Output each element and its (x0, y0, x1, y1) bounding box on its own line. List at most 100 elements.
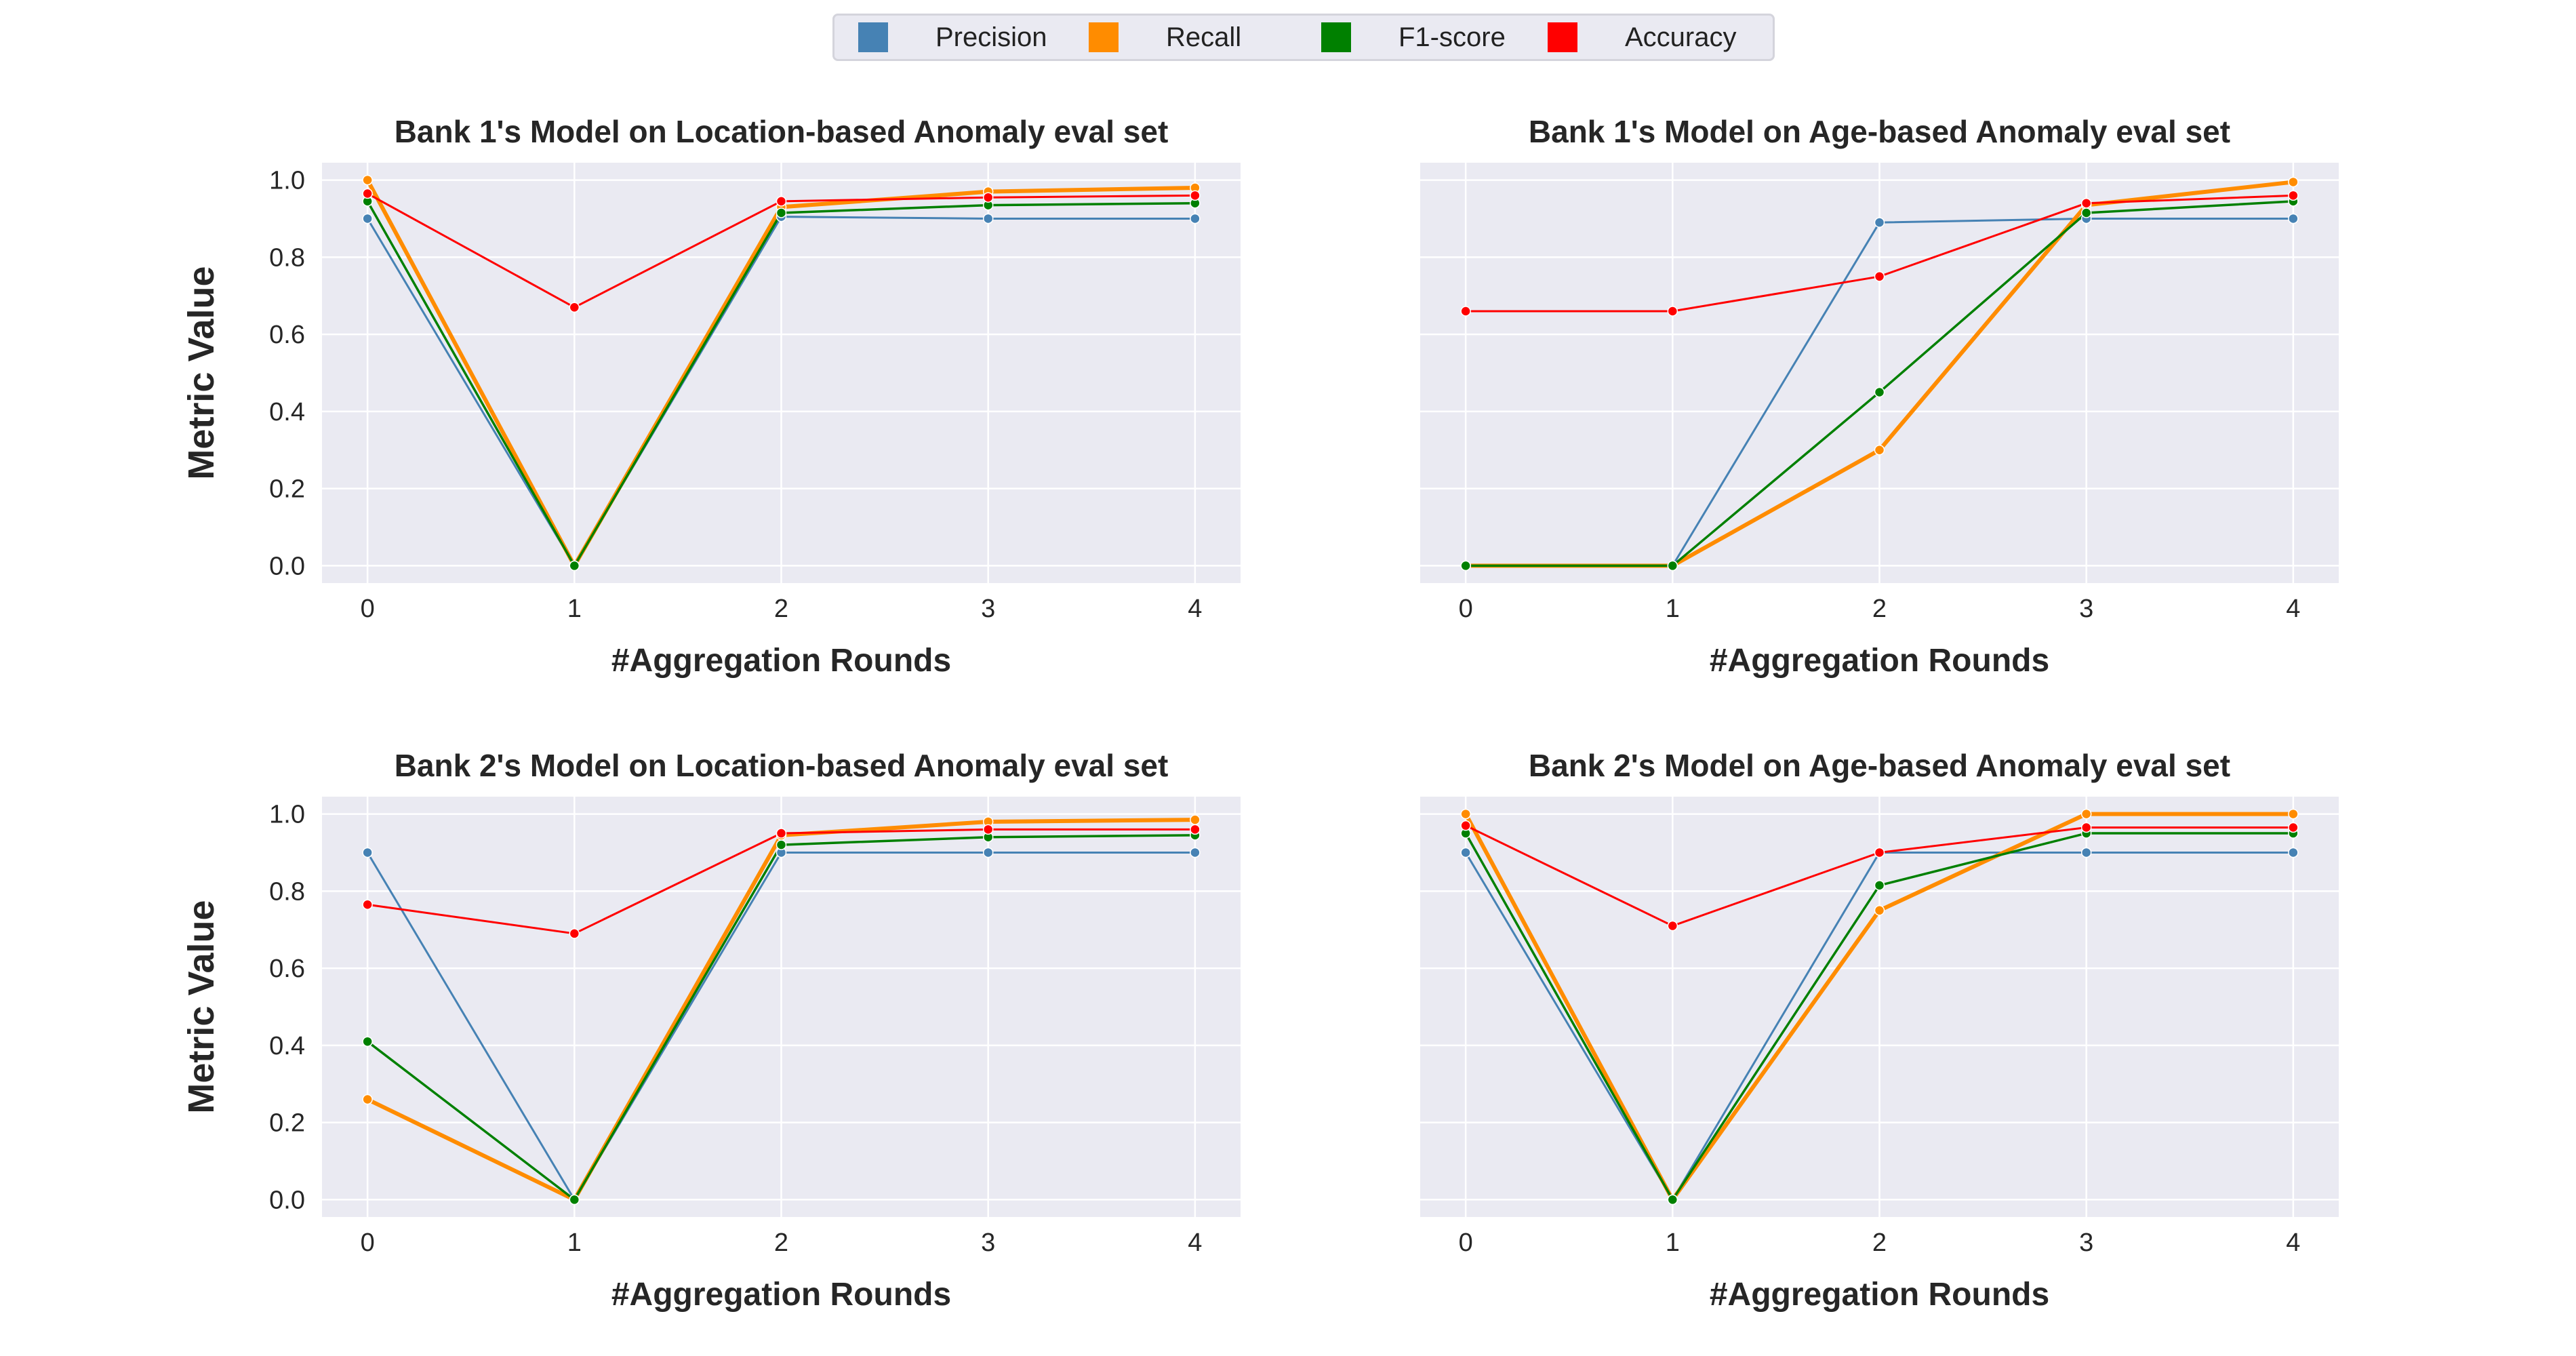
chart-title: Bank 1's Model on Age-based Anomaly eval… (1529, 114, 2230, 149)
legend-label-precision: Precision (935, 22, 1047, 52)
data-point-precision (982, 847, 994, 858)
data-point-precision (2080, 847, 2092, 858)
y-axis-label: Metric Value (181, 900, 222, 1113)
data-point-f1-score (1667, 1194, 1678, 1205)
data-point-precision (982, 213, 994, 224)
y-tick-label: 0.4 (269, 398, 305, 426)
x-tick-label: 0 (361, 595, 375, 623)
data-point-accuracy (1667, 920, 1678, 932)
legend-item-precision: Precision (858, 16, 1047, 59)
data-point-accuracy (982, 192, 994, 203)
data-point-precision (2288, 213, 2299, 224)
x-axis-label: #Aggregation Rounds (1710, 643, 2049, 679)
data-point-accuracy (362, 188, 373, 199)
chart-panel-1: 0 1 2 3 4 0.0 0.2 0.4 0.6 0.8 1.0 Bank 1's Model on… (181, 114, 1241, 679)
y-axis-label: Metric Value (181, 266, 222, 479)
y-tick-label: 0.2 (269, 475, 305, 504)
data-point-recall (1874, 905, 1885, 916)
y-tick-label: 0.0 (269, 1186, 305, 1214)
x-tick-label: 1 (1666, 1229, 1680, 1257)
data-point-f1-score (1874, 880, 1885, 891)
data-point-precision (1874, 217, 1885, 228)
legend-label-accuracy: Accuracy (1625, 22, 1737, 52)
data-point-recall (1874, 445, 1885, 456)
data-point-accuracy (776, 196, 787, 207)
x-tick-label: 3 (2079, 595, 2093, 623)
legend-item-accuracy: Accuracy (1548, 16, 1737, 59)
data-point-accuracy (2080, 822, 2092, 833)
y-tick-label: 1.0 (269, 801, 305, 829)
data-point-recall (1460, 808, 1471, 820)
data-point-accuracy (1667, 306, 1678, 317)
legend-swatch-accuracy (1548, 22, 1577, 52)
x-tick-label: 1 (567, 1229, 582, 1257)
data-point-accuracy (2288, 190, 2299, 201)
x-axis-label: #Aggregation Rounds (611, 643, 951, 679)
data-point-accuracy (1874, 847, 1885, 858)
x-axis-label: #Aggregation Rounds (611, 1277, 951, 1313)
x-tick-label: 2 (774, 595, 788, 623)
x-axis-label: #Aggregation Rounds (1710, 1277, 2049, 1313)
data-point-recall (2288, 176, 2299, 188)
data-point-accuracy (569, 928, 580, 939)
x-tick-label: 3 (981, 595, 995, 623)
x-tick-label: 4 (2286, 595, 2300, 623)
y-tick-label: 0.4 (269, 1032, 305, 1060)
data-point-precision (362, 847, 373, 858)
x-tick-label: 2 (774, 1229, 788, 1257)
data-point-recall (362, 174, 373, 186)
data-point-f1-score (1460, 560, 1471, 572)
y-tick-label: 1.0 (269, 167, 305, 195)
data-point-f1-score (1667, 560, 1678, 572)
legend-item-recall: Recall (1089, 16, 1241, 59)
x-tick-label: 0 (1459, 595, 1473, 623)
y-tick-label: 0.8 (269, 243, 305, 272)
x-tick-label: 2 (1872, 1229, 1887, 1257)
data-point-precision (1190, 213, 1201, 224)
x-tick-label: 2 (1872, 595, 1887, 623)
chart-title: Bank 1's Model on Location-based Anomaly… (395, 114, 1169, 149)
data-point-accuracy (569, 302, 580, 313)
data-point-precision (2288, 847, 2299, 858)
data-point-f1-score (1874, 386, 1885, 398)
y-tick-label: 0.2 (269, 1109, 305, 1138)
data-point-accuracy (1874, 271, 1885, 282)
x-tick-label: 3 (981, 1229, 995, 1257)
data-point-f1-score (776, 839, 787, 850)
legend: Precision Recall F1-score Accuracy (832, 14, 1775, 61)
chart-panel-2: 0 1 2 3 4 Bank 1's Model on Age-based Anomaly… (1420, 114, 2339, 679)
x-tick-label: 3 (2079, 1229, 2093, 1257)
data-point-accuracy (362, 899, 373, 911)
x-tick-label: 4 (2286, 1229, 2300, 1257)
legend-label-f1-score: F1-score (1398, 22, 1506, 52)
x-tick-label: 0 (1459, 1229, 1473, 1257)
data-point-accuracy (2080, 197, 2092, 209)
data-point-accuracy (1460, 306, 1471, 317)
data-point-precision (362, 213, 373, 224)
x-tick-label: 1 (567, 595, 582, 623)
y-tick-label: 0.6 (269, 321, 305, 349)
data-point-recall (2080, 808, 2092, 820)
data-point-accuracy (982, 824, 994, 835)
data-point-accuracy (2288, 822, 2299, 833)
x-tick-label: 4 (1188, 1229, 1202, 1257)
data-point-accuracy (776, 828, 787, 839)
data-point-f1-score (569, 560, 580, 572)
y-tick-label: 0.0 (269, 552, 305, 580)
chart-title: Bank 2's Model on Age-based Anomaly eval… (1529, 748, 2230, 783)
chart-panel-3: 0 1 2 3 4 0.0 0.2 0.4 0.6 0.8 1.0 Bank 2's Model on… (181, 748, 1241, 1313)
legend-swatch-recall (1089, 22, 1119, 52)
data-point-f1-score (569, 1194, 580, 1205)
legend-item-f1-score: F1-score (1321, 16, 1506, 59)
data-point-f1-score (362, 1036, 373, 1047)
data-point-recall (2288, 808, 2299, 820)
data-point-accuracy (1190, 824, 1201, 835)
x-tick-label: 1 (1666, 595, 1680, 623)
chart-panel-4: 0 1 2 3 4 Bank 2's Model on Age-based Anomaly… (1420, 748, 2339, 1313)
legend-swatch-precision (858, 22, 888, 52)
y-tick-label: 0.6 (269, 955, 305, 983)
data-point-recall (362, 1094, 373, 1105)
data-point-f1-score (2080, 207, 2092, 218)
data-point-precision (1460, 847, 1471, 858)
x-tick-label: 4 (1188, 595, 1202, 623)
